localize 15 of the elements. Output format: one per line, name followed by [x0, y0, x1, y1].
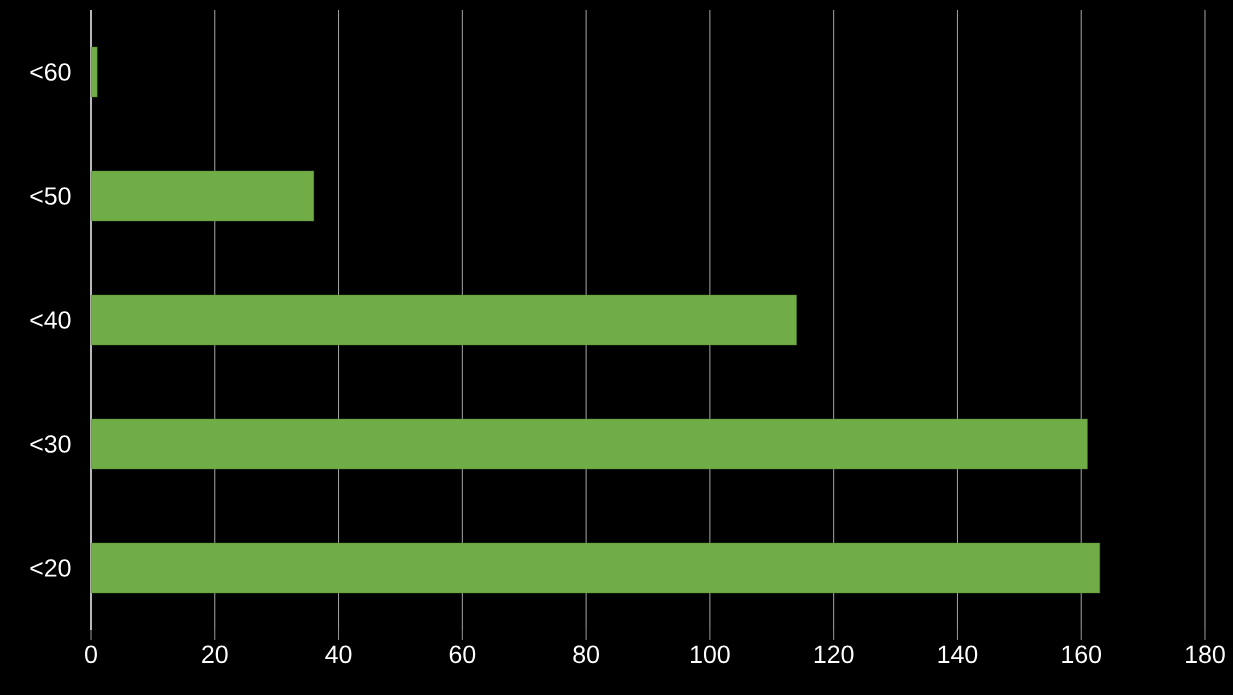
x-tick-label: 180: [1186, 645, 1225, 664]
x-tick-label: 60: [449, 645, 476, 664]
x-tick-label: 120: [814, 645, 854, 664]
x-tick-label: 20: [202, 645, 228, 664]
x-tick-label: 140: [938, 645, 978, 664]
x-tick-label: 0: [85, 645, 97, 664]
x-tick-label: 40: [325, 645, 352, 664]
y-tick-label: <30: [30, 435, 71, 453]
y-tick-label: <20: [30, 559, 71, 577]
x-tick-label: 100: [691, 645, 730, 664]
y-tick-label: <60: [30, 63, 71, 81]
x-tick-label: 160: [1062, 645, 1102, 664]
x-tick-label: 80: [573, 645, 599, 664]
y-tick-label: <50: [30, 187, 71, 205]
y-tick-label: <40: [30, 311, 71, 329]
